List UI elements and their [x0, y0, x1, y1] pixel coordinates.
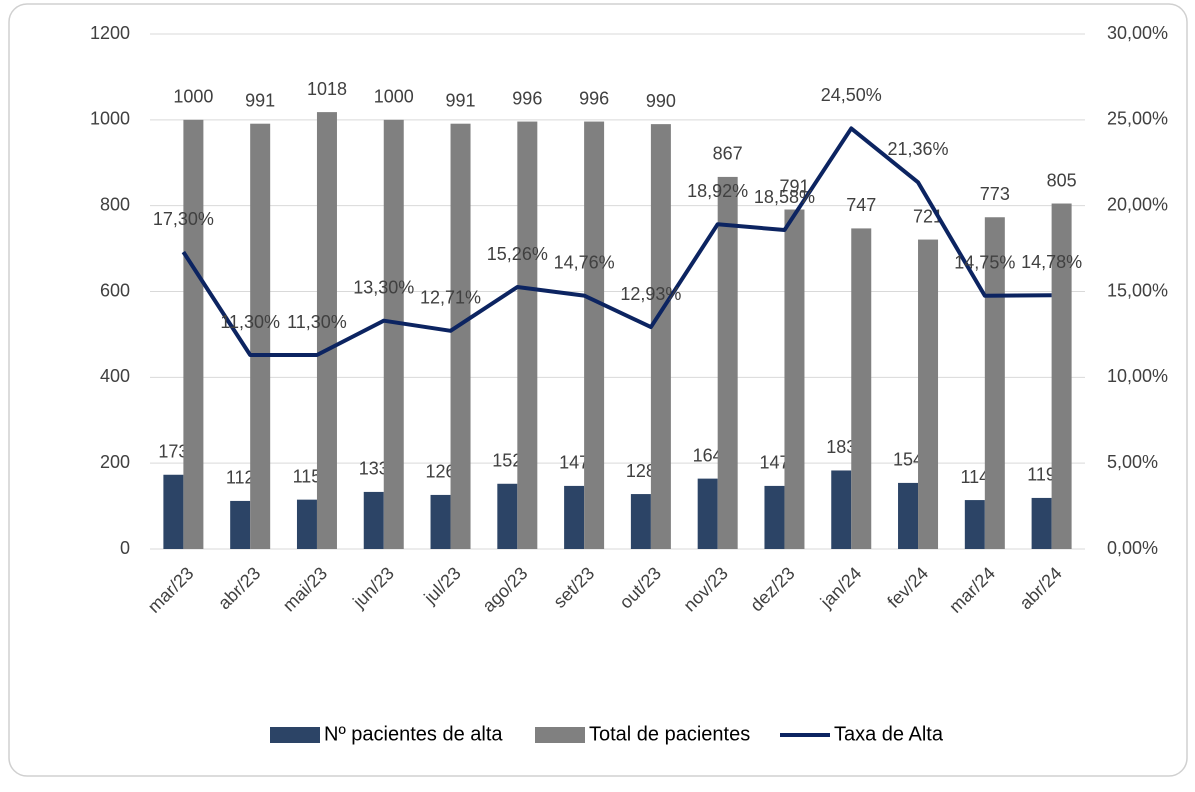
bar: [697, 478, 718, 549]
bar: [964, 500, 985, 549]
y-tick-label: 200: [100, 452, 130, 472]
y-tick-label: 0: [120, 538, 130, 558]
data-label: 805: [1047, 170, 1077, 190]
bar: [163, 474, 184, 549]
line-data-label: 21,36%: [888, 139, 949, 159]
data-label: 996: [579, 88, 609, 108]
legend-label: Nº pacientes de alta: [324, 723, 503, 745]
bar: [764, 485, 785, 549]
data-label: 996: [512, 88, 542, 108]
data-label: 990: [646, 91, 676, 111]
line-series: [181, 126, 1052, 358]
bar: [630, 494, 651, 549]
data-label: 991: [245, 90, 275, 110]
line-data-label: 11,30%: [220, 312, 280, 332]
data-label: 128: [626, 461, 656, 481]
line-data-label: 11,30%: [287, 312, 347, 332]
y2-tick-label: 30,00%: [1107, 23, 1168, 43]
bar: [984, 217, 1005, 550]
legend-swatch: [270, 727, 320, 743]
bar: [564, 485, 585, 549]
bar: [717, 176, 738, 549]
y2-tick-label: 20,00%: [1107, 194, 1168, 214]
data-label: 126: [426, 462, 456, 482]
bar: [316, 112, 337, 549]
y2-tick-label: 5,00%: [1107, 452, 1158, 472]
data-label: 154: [893, 450, 923, 470]
bar: [230, 500, 251, 549]
line-data-label: 12,71%: [420, 288, 481, 308]
y-tick-label: 1200: [90, 23, 130, 43]
data-label: 747: [846, 195, 876, 215]
bar: [584, 121, 605, 550]
y-tick-label: 400: [100, 366, 130, 386]
line-data-label: 15,26%: [487, 244, 548, 264]
data-label: 164: [693, 445, 723, 465]
line-data-label: 18,58%: [754, 187, 815, 207]
data-label: 1018: [307, 79, 347, 99]
data-label: 1000: [374, 87, 414, 107]
line-data-label: 24,50%: [821, 85, 882, 105]
data-label: 991: [446, 90, 476, 110]
line-data-label: 14,75%: [954, 253, 1015, 273]
line-data-label: 17,30%: [153, 209, 214, 229]
data-label: 147: [759, 453, 789, 473]
y-tick-label: 800: [100, 194, 130, 214]
y-tick-label: 600: [100, 280, 130, 300]
bar: [497, 483, 518, 549]
y-tick-label: 1000: [90, 109, 130, 129]
bar: [296, 499, 317, 549]
bar: [918, 239, 939, 549]
bar: [831, 470, 852, 549]
y2-tick-label: 25,00%: [1107, 109, 1168, 129]
data-label: 112: [226, 468, 255, 488]
data-label: 791: [779, 176, 809, 196]
data-label: 773: [980, 184, 1010, 204]
data-label: 173: [158, 442, 188, 462]
bar: [383, 119, 404, 549]
data-label: 1000: [173, 87, 213, 107]
bar: [517, 121, 538, 550]
bar: [650, 124, 671, 549]
data-label: 147: [559, 453, 589, 473]
bar: [851, 228, 872, 549]
bar: [363, 491, 384, 549]
data-label: 183: [826, 437, 856, 457]
line-data-label: 18,92%: [687, 181, 748, 201]
bar: [1051, 203, 1072, 550]
data-label: 133: [359, 459, 389, 479]
data-label: 867: [713, 144, 743, 164]
bar: [450, 123, 471, 549]
bar: [183, 119, 204, 549]
data-label: 115: [293, 466, 322, 486]
data-label: 152: [492, 451, 522, 471]
bar: [250, 123, 271, 549]
line-data-label: 12,93%: [620, 284, 681, 304]
line-data-label: 13,30%: [353, 277, 414, 297]
bar: [784, 209, 805, 549]
data-label: 119: [1027, 465, 1056, 485]
data-label: 114: [960, 467, 989, 487]
line-data-label: 14,76%: [554, 252, 615, 272]
legend-label: Taxa de Alta: [834, 723, 944, 745]
line-data-label: 14,78%: [1021, 252, 1082, 272]
bar: [430, 494, 451, 549]
bar: [1031, 497, 1052, 549]
legend-label: Total de pacientes: [589, 723, 750, 745]
y2-tick-label: 0,00%: [1107, 538, 1158, 558]
legend-swatch: [535, 727, 585, 743]
bar: [898, 482, 919, 549]
y2-tick-label: 10,00%: [1107, 366, 1168, 386]
y2-tick-label: 15,00%: [1107, 280, 1168, 300]
